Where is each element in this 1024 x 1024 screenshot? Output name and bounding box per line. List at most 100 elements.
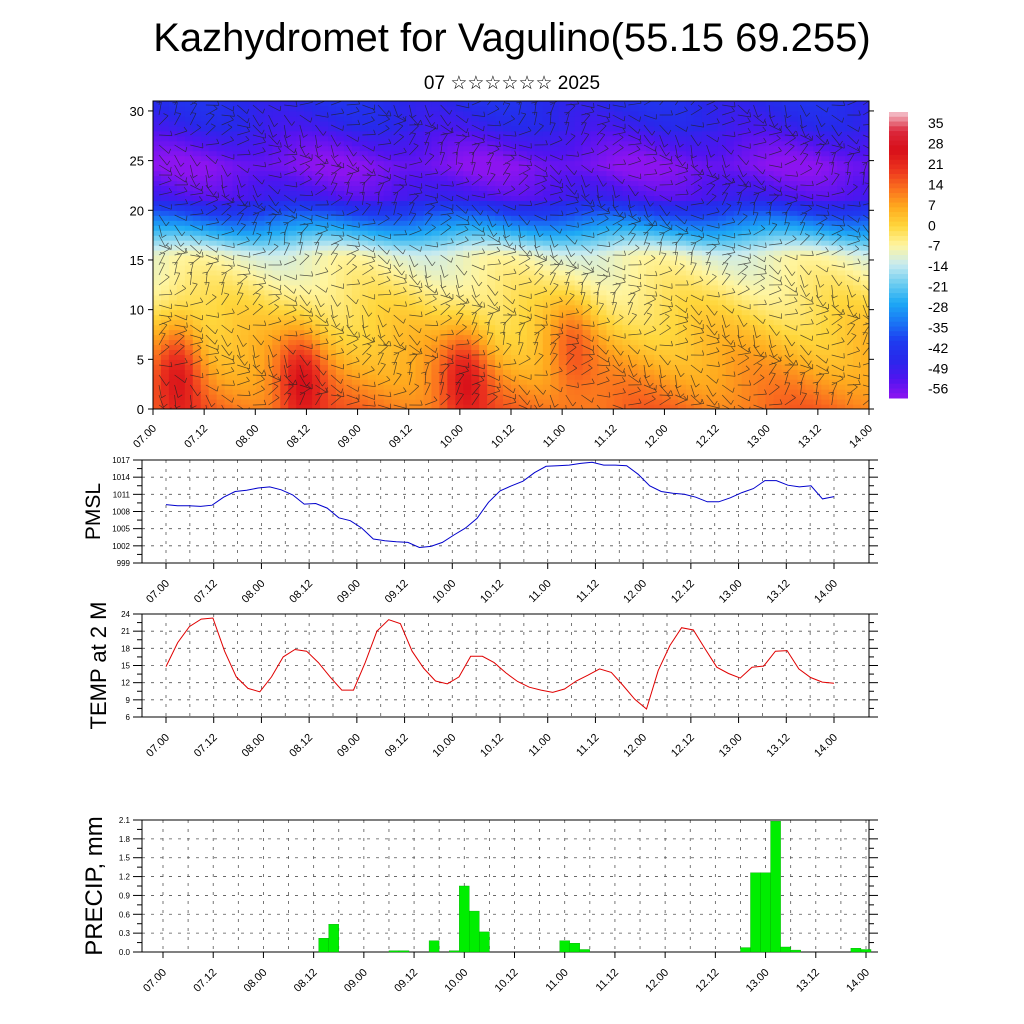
heatmap-cell (407, 354, 417, 360)
heatmap-cell (343, 304, 353, 311)
heatmap-cell (471, 329, 480, 336)
heatmap-cell (399, 374, 409, 380)
heatmap-cell (447, 314, 456, 321)
heatmap-cell (240, 155, 250, 162)
heatmap-cell (423, 369, 433, 375)
heatmap-cell (296, 379, 305, 385)
heatmap-cell (550, 304, 560, 311)
heatmap-cell (447, 269, 456, 276)
heatmap-cell (280, 324, 289, 331)
heatmap-cell (431, 359, 440, 365)
heatmap-cell (391, 369, 401, 375)
heatmap-cell (399, 259, 409, 266)
heatmap-cell (160, 344, 170, 350)
heatmap-cell (256, 329, 265, 336)
heatmap-cell (176, 255, 186, 261)
heatmap-cell (574, 160, 584, 167)
heatmap-cell (550, 374, 560, 380)
heatmap-cell (280, 180, 289, 187)
heatmap-cell (503, 384, 512, 390)
heatmap-cell (160, 389, 170, 395)
heatmap-cell (670, 115, 679, 122)
heatmap-cell (153, 384, 162, 390)
heatmap-cell (614, 389, 623, 395)
heatmap-cell (693, 245, 703, 251)
heatmap-cell (240, 135, 250, 142)
heatmap-cell (495, 354, 504, 360)
heatmap-cell (391, 404, 401, 409)
heatmap-cell (701, 120, 711, 127)
heatmap-cell (534, 110, 544, 117)
heatmap-cell (423, 210, 433, 216)
heatmap-cell (757, 235, 767, 241)
heatmap-cell (248, 165, 258, 172)
heatmap-cell (670, 364, 679, 370)
heatmap-cell (662, 130, 671, 137)
heatmap-cell (296, 120, 305, 127)
heatmap-cell (264, 399, 273, 405)
heatmap-cell (789, 384, 798, 390)
heatmap-cell (558, 279, 568, 286)
heatmap-cell (693, 200, 703, 206)
heatmap-cell (574, 374, 584, 380)
heatmap-cell (678, 110, 687, 117)
heatmap-cell (789, 284, 798, 291)
heatmap-cell (479, 145, 488, 152)
heatmap-cell (566, 279, 576, 286)
heatmap-cell (256, 130, 265, 137)
heatmap-cell (773, 399, 783, 405)
heatmap-cell (662, 279, 671, 286)
heatmap-cell (614, 105, 623, 112)
heatmap-cell (463, 379, 472, 385)
heatmap-cell (343, 120, 353, 127)
heatmap-cell (431, 339, 440, 346)
heatmap-cell (709, 175, 719, 182)
heatmap-cell (717, 314, 727, 321)
heatmap-cell (471, 299, 480, 306)
heatmap-cell (686, 115, 695, 122)
heatmap-cell (216, 349, 226, 355)
heatmap-cell (359, 101, 369, 107)
heatmap-cell (678, 324, 687, 331)
heatmap-cell (654, 230, 663, 236)
heatmap-cell (693, 101, 703, 107)
heatmap-cell (224, 145, 234, 152)
heatmap-cell (232, 349, 242, 355)
heatmap-cell (550, 269, 560, 276)
heatmap-cell (670, 289, 679, 296)
heatmap-cell (614, 274, 623, 281)
heatmap-cell (328, 319, 337, 326)
heatmap-cell (383, 349, 393, 355)
heatmap-cell (678, 329, 687, 336)
heatmap-cell (471, 220, 480, 226)
heatmap-cell (351, 115, 361, 122)
heatmap-cell (208, 354, 218, 360)
heatmap-cell (256, 404, 265, 409)
heatmap-cell (765, 339, 775, 346)
heatmap-cell (184, 354, 194, 360)
heatmap-cell (240, 125, 250, 132)
heatmap-cell (184, 349, 194, 355)
heatmap-cell (693, 170, 703, 177)
heatmap-cell (312, 210, 321, 216)
heatmap-cell (574, 135, 584, 142)
heatmap-cell (686, 299, 695, 306)
heatmap-cell (622, 135, 631, 142)
heatmap-cell (200, 329, 210, 336)
heatmap-cell (574, 304, 584, 311)
heatmap-cell (606, 354, 616, 360)
heatmap-cell (781, 394, 791, 400)
heatmap-cell (701, 279, 711, 286)
heatmap-cell (678, 125, 687, 132)
heatmap-cell (471, 364, 480, 370)
heatmap-cell (518, 120, 528, 127)
heatmap-cell (335, 250, 345, 256)
heatmap-cell (153, 354, 162, 360)
heatmap-cell (662, 274, 671, 281)
heatmap-cell (399, 185, 409, 192)
heatmap-cell (686, 190, 695, 196)
heatmap-cell (351, 235, 361, 241)
heatmap-cell (224, 115, 234, 122)
heatmap-cell (574, 394, 584, 400)
heatmap-cell (351, 160, 361, 167)
